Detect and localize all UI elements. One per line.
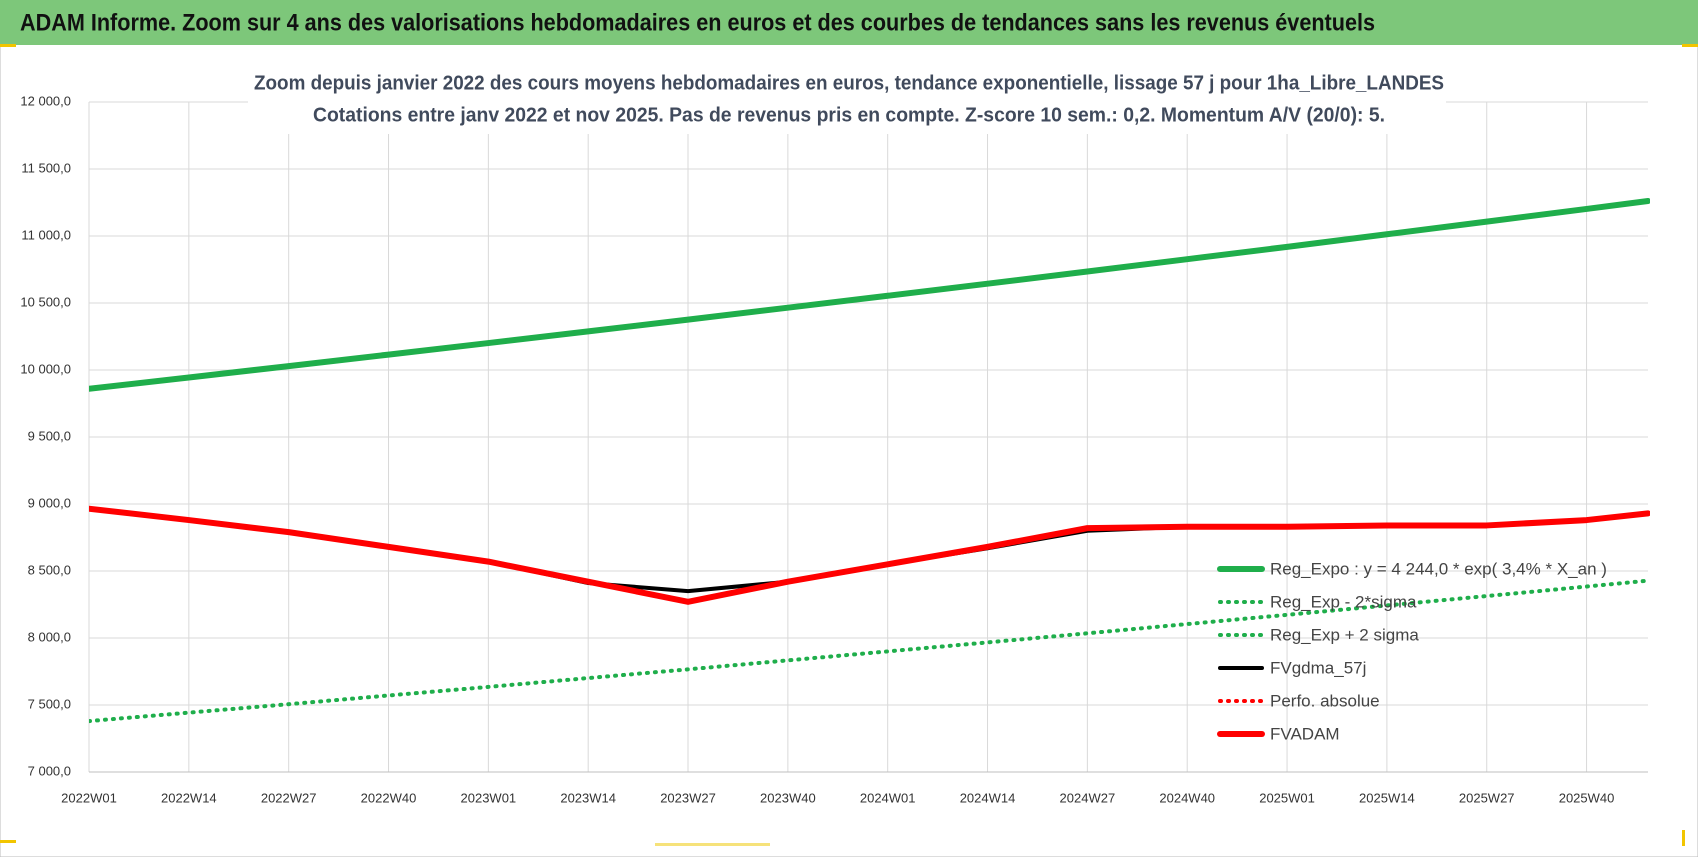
chart-title: Zoom depuis janvier 2022 des cours moyen… bbox=[254, 72, 1444, 94]
x-tick-label: 2025W40 bbox=[1559, 790, 1615, 805]
x-tick-label: 2022W40 bbox=[361, 790, 417, 805]
x-tick-label: 2025W01 bbox=[1259, 790, 1315, 805]
grid: 7 000,0 7 500,0 8 000,0 8 500,0 9 000,0 9 500… bbox=[20, 93, 1648, 805]
legend-label: Reg_Expo : y = 4 244,0 * exp( 3,4% * X_a… bbox=[1270, 559, 1607, 578]
corner bbox=[1682, 44, 1698, 47]
x-tick-label: 2024W40 bbox=[1159, 790, 1215, 805]
y-tick-label: 10 000,0 bbox=[20, 361, 71, 376]
y-tick-label: 11 000,0 bbox=[21, 227, 71, 242]
x-tick-label: 2022W14 bbox=[161, 790, 217, 805]
x-tick-label: 2022W27 bbox=[261, 790, 317, 805]
x-tick-label: 2023W14 bbox=[560, 790, 616, 805]
chart-subtitle: Cotations entre janv 2022 et nov 2025. P… bbox=[313, 104, 1385, 126]
series-line bbox=[89, 578, 1650, 724]
x-tick-label: 2025W14 bbox=[1359, 790, 1415, 805]
x-tick-label: 2024W01 bbox=[860, 790, 916, 805]
y-tick-label: 10 500,0 bbox=[20, 294, 71, 309]
x-tick-label: 2024W27 bbox=[1060, 790, 1116, 805]
legend-label: FVADAM bbox=[1270, 724, 1340, 743]
x-tick-label: 2024W14 bbox=[960, 790, 1016, 805]
corner bbox=[0, 44, 16, 47]
x-tick-label: 2023W01 bbox=[461, 790, 517, 805]
y-tick-label: 12 000,0 bbox=[20, 93, 71, 108]
legend: Reg_Expo : y = 4 244,0 * exp( 3,4% * X_a… bbox=[1217, 559, 1607, 743]
y-tick-label: 11 500,0 bbox=[21, 160, 71, 175]
corner bbox=[655, 843, 770, 846]
header-bar bbox=[0, 0, 1698, 45]
y-tick-label: 9 500,0 bbox=[28, 428, 71, 443]
corner bbox=[0, 840, 16, 843]
series-line bbox=[89, 505, 1650, 605]
legend-label: Reg_Exp - 2*sigma bbox=[1270, 592, 1417, 611]
x-tick-label: 2022W01 bbox=[61, 790, 117, 805]
series-line bbox=[89, 198, 1650, 392]
legend-label: Perfo. absolue bbox=[1270, 691, 1380, 710]
y-tick-label: 8 000,0 bbox=[28, 629, 71, 644]
y-tick-label: 9 000,0 bbox=[28, 495, 71, 510]
x-tick-label: 2025W27 bbox=[1459, 790, 1515, 805]
x-tick-label: 2023W27 bbox=[660, 790, 716, 805]
legend-label: FVgdma_57j bbox=[1270, 658, 1366, 677]
legend-label: Reg_Exp + 2 sigma bbox=[1270, 625, 1419, 644]
y-tick-label: 7 500,0 bbox=[28, 696, 71, 711]
x-tick-label: 2023W40 bbox=[760, 790, 816, 805]
y-tick-label: 7 000,0 bbox=[28, 763, 71, 778]
y-tick-label: 8 500,0 bbox=[28, 562, 71, 577]
page-title: ADAM Informe. Zoom sur 4 ans des valoris… bbox=[20, 9, 1375, 36]
title-box bbox=[248, 66, 1446, 134]
plot-lines bbox=[89, 198, 1650, 724]
corner bbox=[1682, 830, 1685, 846]
